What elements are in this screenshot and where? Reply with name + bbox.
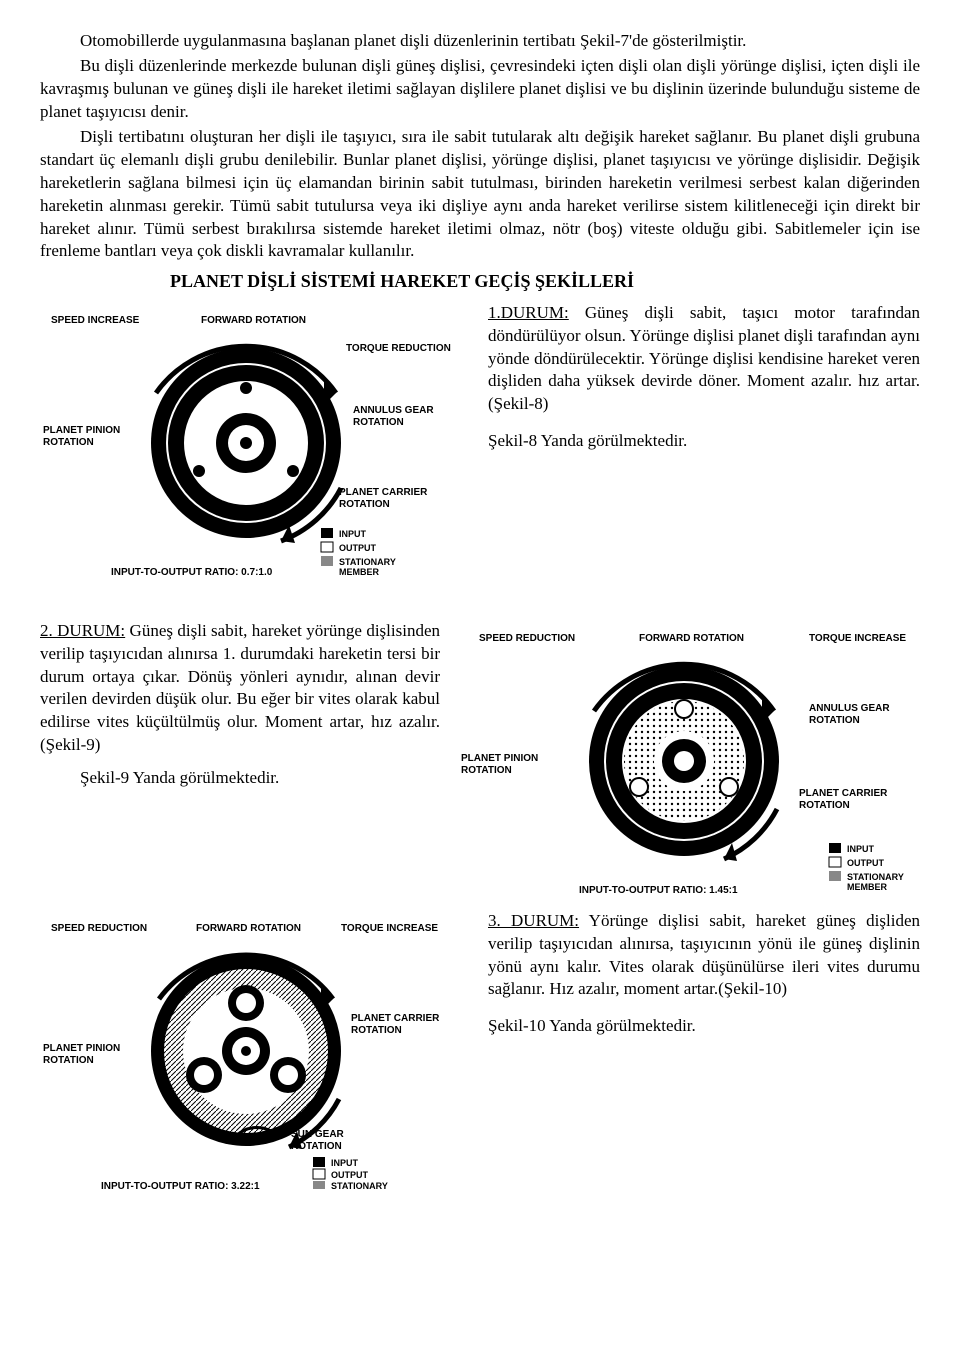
case2-body: Güneş dişli sabit, hareket yörünge dişli… <box>40 621 440 755</box>
d2-leg-out: OUTPUT <box>847 858 885 868</box>
d3-top-left: SPEED REDUCTION <box>51 923 147 934</box>
d1-leg-in: INPUT <box>339 529 367 539</box>
d3-right2: ROTATION <box>351 1025 402 1036</box>
d1-top-mid: FORWARD ROTATION <box>201 315 306 326</box>
d1-top-left: SPEED INCREASE <box>51 315 140 326</box>
d2-top-left: SPEED REDUCTION <box>479 633 575 644</box>
case2-row: 2. DURUM: Güneş dişli sabit, hareket yör… <box>40 620 920 902</box>
d1-carrier: PLANET CARRIER <box>339 487 428 498</box>
d3-top-right: TORQUE INCREASE <box>341 923 438 934</box>
d2-left2: ROTATION <box>461 765 512 776</box>
case1-row: SPEED INCREASE FORWARD ROTATION TORQUE R… <box>40 302 920 584</box>
d1-right: ANNULUS GEAR <box>353 405 434 416</box>
d1-leg-out: OUTPUT <box>339 543 377 553</box>
case3-caption: Şekil-10 Yanda görülmektedir. <box>488 1015 920 1038</box>
diagram-3: SPEED REDUCTION FORWARD ROTATION TORQUE … <box>40 910 462 1192</box>
d2-carrier2: ROTATION <box>799 800 850 811</box>
d3-top-mid: FORWARD ROTATION <box>196 923 301 934</box>
d1-leg-stat2: MEMBER <box>339 567 379 577</box>
case3-title: 3. DURUM: <box>488 911 579 930</box>
d3-leg-in: INPUT <box>331 1158 359 1168</box>
d3-sun: SUN GEAR <box>291 1129 345 1140</box>
d2-top-mid: FORWARD ROTATION <box>639 633 744 644</box>
d3-sun2: ROTATION <box>291 1141 342 1152</box>
case1-title: 1.DURUM: <box>488 303 569 322</box>
case1-text: 1.DURUM: Güneş dişli sabit, taşıcı motor… <box>488 302 920 456</box>
intro-p3: Dişli tertibatını oluşturan her dişli il… <box>40 126 920 264</box>
d3-ratio: INPUT-TO-OUTPUT RATIO: 3.22:1 <box>101 1181 260 1191</box>
d1-left: PLANET PINION <box>43 425 120 436</box>
case2-text: 2. DURUM: Güneş dişli sabit, hareket yör… <box>40 620 440 791</box>
d2-ratio: INPUT-TO-OUTPUT RATIO: 1.45:1 <box>579 885 738 896</box>
d1-leg-stat: STATIONARY <box>339 557 396 567</box>
case1-diagram-col: SPEED INCREASE FORWARD ROTATION TORQUE R… <box>40 302 470 584</box>
section-heading: PLANET DİŞLİ SİSTEMİ HAREKET GEÇİŞ ŞEKİL… <box>170 269 920 293</box>
case1-caption: Şekil-8 Yanda görülmektedir. <box>488 430 920 453</box>
d1-left2: ROTATION <box>43 437 94 448</box>
case2-title: 2. DURUM: <box>40 621 125 640</box>
diagram-2: SPEED REDUCTION FORWARD ROTATION TORQUE … <box>458 620 920 902</box>
d2-right2: ROTATION <box>809 715 860 726</box>
d1-carrier2: ROTATION <box>339 499 390 510</box>
diagram-1: SPEED INCREASE FORWARD ROTATION TORQUE R… <box>40 302 462 584</box>
d3-right: PLANET CARRIER <box>351 1013 440 1024</box>
d2-leg-in: INPUT <box>847 844 875 854</box>
case3-text: 3. DURUM: Yörünge dişlisi sabit, hareket… <box>488 910 920 1041</box>
d3-leg-stat: STATIONARY <box>331 1181 388 1191</box>
d2-leg-stat: STATIONARY <box>847 872 904 882</box>
d1-top-right: TORQUE REDUCTION <box>346 343 451 354</box>
d2-leg-stat2: MEMBER <box>847 882 887 892</box>
d2-carrier: PLANET CARRIER <box>799 788 888 799</box>
intro-p2: Bu dişli düzenlerinde merkezde bulunan d… <box>40 55 920 124</box>
d2-left: PLANET PINION <box>461 753 538 764</box>
intro-p1: Otomobillerde uygulanmasına başlanan pla… <box>40 30 920 53</box>
case3-row: SPEED REDUCTION FORWARD ROTATION TORQUE … <box>40 910 920 1192</box>
d3-leg-out: OUTPUT <box>331 1170 369 1180</box>
case3-diagram-col: SPEED REDUCTION FORWARD ROTATION TORQUE … <box>40 910 470 1192</box>
d3-left: PLANET PINION <box>43 1043 120 1054</box>
case2-caption: Şekil-9 Yanda görülmektedir. <box>80 767 440 790</box>
d1-ratio: INPUT-TO-OUTPUT RATIO: 0.7:1.0 <box>111 567 273 578</box>
case2-diagram-col: SPEED REDUCTION FORWARD ROTATION TORQUE … <box>458 620 920 902</box>
d2-top-right: TORQUE INCREASE <box>809 633 906 644</box>
d2-right: ANNULUS GEAR <box>809 703 890 714</box>
d1-right2: ROTATION <box>353 417 404 428</box>
d3-left2: ROTATION <box>43 1055 94 1066</box>
